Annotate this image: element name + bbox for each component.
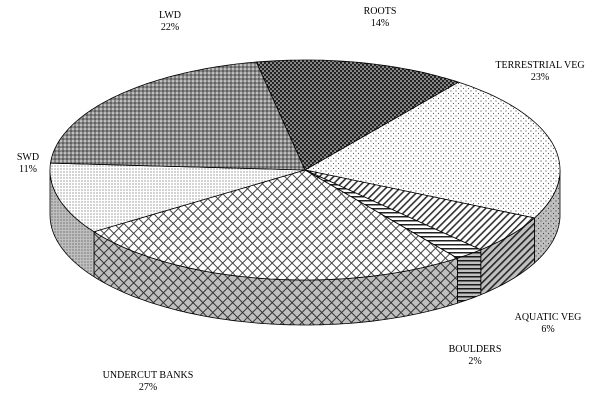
slice-value-label: 27% — [139, 382, 157, 393]
slice — [93, 169, 459, 281]
pie-tops — [49, 59, 561, 281]
slice — [255, 59, 460, 171]
slice-value-label: 22% — [161, 22, 179, 33]
slice-label: ROOTS — [364, 6, 397, 17]
slice-value-label: 14% — [371, 18, 389, 29]
slice-label: UNDERCUT BANKS — [103, 370, 194, 381]
slice-value-label: 23% — [531, 72, 549, 83]
slice-label: AQUATIC VEG — [515, 312, 582, 323]
pie-sides — [49, 169, 561, 326]
slice — [49, 162, 306, 233]
slice-side-shade — [457, 249, 481, 304]
slice — [50, 61, 306, 171]
slice-label: BOULDERS — [449, 344, 502, 355]
slice-side-shade — [50, 170, 94, 277]
slice-side-shade — [480, 218, 535, 295]
slice-value-label: 11% — [19, 164, 37, 175]
slice-value-label: 6% — [541, 324, 554, 335]
slice-value-label: 2% — [468, 356, 481, 367]
slice-side-shade — [94, 231, 458, 325]
slice-side-shade — [534, 170, 560, 263]
slice-label: LWD — [159, 10, 181, 21]
slice — [303, 81, 561, 219]
slice — [304, 169, 482, 259]
slice-label: TERRESTRIAL VEG — [495, 60, 584, 71]
slice — [304, 169, 536, 251]
slice-label: SWD — [17, 152, 39, 163]
